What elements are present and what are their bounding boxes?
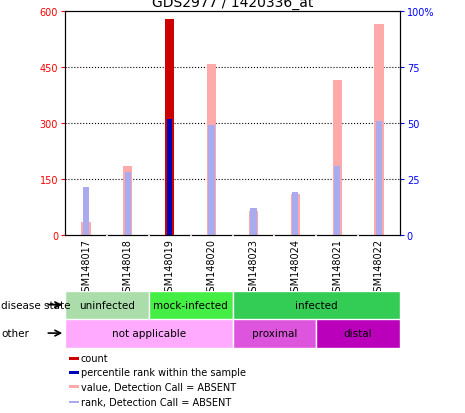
Bar (374, 26, 384, 235)
Bar (249, 211, 258, 235)
Bar (125, 173, 131, 235)
Bar (167, 119, 172, 235)
Bar (232, 319, 316, 348)
Text: GSM148022: GSM148022 (374, 238, 384, 297)
Text: GSM148023: GSM148023 (248, 238, 259, 297)
Text: GSM148024: GSM148024 (290, 238, 300, 297)
Bar (81, 222, 91, 235)
Bar (334, 166, 340, 235)
Text: GSM148018: GSM148018 (123, 238, 133, 297)
Bar (123, 166, 133, 235)
Bar (65, 291, 149, 319)
Bar (376, 122, 382, 235)
Text: GSM148017: GSM148017 (81, 238, 91, 297)
Bar (69, 371, 79, 374)
Bar (292, 192, 299, 235)
Text: GSM148019: GSM148019 (165, 238, 175, 297)
Text: GSM148020: GSM148020 (206, 238, 217, 297)
Text: other: other (1, 328, 29, 338)
Text: not applicable: not applicable (112, 328, 186, 338)
Bar (291, 195, 300, 235)
Bar (165, 20, 174, 235)
Text: percentile rank within the sample: percentile rank within the sample (81, 368, 246, 377)
Bar (69, 401, 79, 404)
Title: GDS2977 / 1420336_at: GDS2977 / 1420336_at (152, 0, 313, 10)
Text: distal: distal (344, 328, 372, 338)
Bar (232, 291, 400, 319)
Text: proximal: proximal (252, 328, 297, 338)
Bar (316, 319, 400, 348)
Bar (208, 126, 215, 235)
Text: uninfected: uninfected (79, 300, 135, 310)
Bar (83, 188, 89, 235)
Text: infected: infected (295, 300, 338, 310)
Text: rank, Detection Call = ABSENT: rank, Detection Call = ABSENT (81, 397, 231, 407)
Bar (69, 357, 79, 360)
Text: disease state: disease state (1, 300, 70, 310)
Bar (65, 319, 232, 348)
Bar (69, 385, 79, 388)
Bar (207, 64, 216, 235)
Text: mock-infected: mock-infected (153, 300, 228, 310)
Bar (332, 81, 342, 235)
Text: count: count (81, 354, 108, 363)
Text: GSM148021: GSM148021 (332, 238, 342, 297)
Bar (250, 209, 257, 235)
Bar (149, 291, 232, 319)
Text: value, Detection Call = ABSENT: value, Detection Call = ABSENT (81, 382, 236, 392)
